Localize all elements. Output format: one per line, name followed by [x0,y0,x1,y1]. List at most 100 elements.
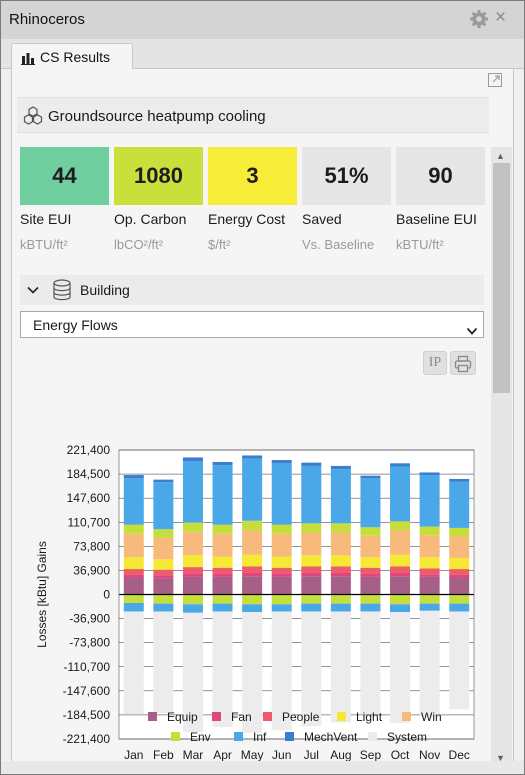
bar-segment-fan [182,573,203,577]
bar-segment-people [123,569,144,575]
bar-segment-env [153,529,174,538]
bar-segment-inf [360,603,381,612]
kpi-value: 1080 [134,163,183,188]
bar-segment-light [360,557,381,568]
kpi-label: Saved [302,211,342,227]
bar-segment-inf [242,604,263,613]
section-building[interactable]: Building [20,275,484,305]
bar-segment-inf [449,603,470,612]
tab-strip: CS Results [1,39,524,70]
legend-swatch-equip [148,712,157,721]
bar-segment-system [212,611,233,727]
bar-segment-light [242,554,263,567]
study-header: Groundsource heatpump cooling [17,97,489,133]
bar-segment-fan [153,575,174,579]
bar-segment-inf [212,465,233,525]
window-title: Rhinoceros [9,11,85,28]
plot-frame [118,449,475,740]
x-tick-label: Mar [183,748,204,762]
bar-segment-light [301,555,322,567]
bar-segment-env [212,594,233,604]
chevron-down-icon[interactable] [466,322,478,335]
x-tick-label: Oct [391,748,410,762]
hexagons-icon [23,106,43,126]
bar-segment-light [123,557,144,570]
y-tick-label: -73,800 [69,636,110,650]
bar-segment-system [153,611,174,714]
section-label: Building [80,282,130,298]
bar-segment-inf [449,481,470,528]
kpi-site-eui: 44 [20,147,109,205]
printer-icon[interactable] [450,351,476,375]
bar-segment-system [449,611,470,710]
close-icon[interactable]: × [495,7,507,28]
bar-segment-win [123,533,144,558]
bar-segment-mechvent [330,465,351,470]
kpi-value: 51% [324,163,369,188]
y-tick-label: -184,500 [63,708,111,722]
bar-segment-inf [123,602,144,612]
legend-label: Light [356,710,383,724]
chevron-down-icon[interactable] [27,283,39,295]
chart-type-dropdown[interactable]: Energy Flows [20,311,484,338]
bar-segment-env [301,594,322,604]
gear-icon[interactable] [469,9,489,29]
bar-segment-mechvent [182,457,203,462]
units-toggle-button[interactable]: IP [423,351,447,375]
vertical-scrollbar[interactable]: ▲ ▼ [491,147,512,771]
bar-segment-people [301,566,322,573]
bar-segment-people [271,567,292,574]
scroll-up-icon[interactable]: ▲ [496,151,505,161]
bar-segment-env [330,523,351,533]
bar-segment-mechvent [301,462,322,466]
x-tick-label: Apr [213,748,232,762]
bar-segment-inf [242,458,263,521]
x-tick-label: Nov [419,748,440,762]
x-tick-label: Jul [304,748,319,762]
bar-segment-people [242,566,263,573]
bar-segment-system [360,611,381,715]
bar-segment-inf [123,478,144,525]
bar-segment-people [419,568,440,575]
bar-segment-env [123,524,144,534]
expand-icon[interactable] [488,73,502,87]
kpi-value: 90 [428,163,453,188]
bar-segment-system [242,612,263,733]
bottom-strip [1,761,524,774]
bar-segment-system [123,611,144,715]
kpi-label: Site EUI [20,211,72,227]
bar-segment-inf [271,463,292,525]
bar-segment-equip [153,578,174,595]
legend-label: Inf [253,730,267,744]
bar-segment-inf [212,603,233,612]
bar-segment-fan [449,574,470,578]
y-tick-label: 36,900 [73,563,110,577]
bar-segment-light [212,556,233,568]
kpi-unit: kBTU/ft² [396,237,444,252]
bar-segment-inf [153,603,174,612]
bar-segment-equip [330,576,351,595]
x-tick-label: Feb [153,748,174,762]
bar-segment-system [330,611,351,723]
kpi-unit: $/ft² [208,237,231,252]
bar-segment-env [153,594,174,604]
bar-segment-inf [301,603,322,612]
bar-segment-win [271,533,292,557]
bar-segment-mechvent [360,475,381,479]
legend-swatch-win [402,712,411,721]
bar-segment-equip [123,577,144,595]
bar-segment-equip [182,576,203,595]
legend-label: People [282,710,320,724]
scroll-down-icon[interactable]: ▼ [496,753,505,763]
bar-segment-inf [330,469,351,524]
tab-cs-results[interactable]: CS Results [11,43,133,70]
bar-segment-fan [330,572,351,577]
bar-segment-inf [301,465,322,524]
tab-label: CS Results [40,49,111,65]
legend-swatch-light [337,712,346,721]
bar-segment-fan [242,572,263,577]
scroll-thumb[interactable] [493,163,510,393]
y-tick-label: 0 [103,588,110,602]
bar-segment-people [182,567,203,574]
